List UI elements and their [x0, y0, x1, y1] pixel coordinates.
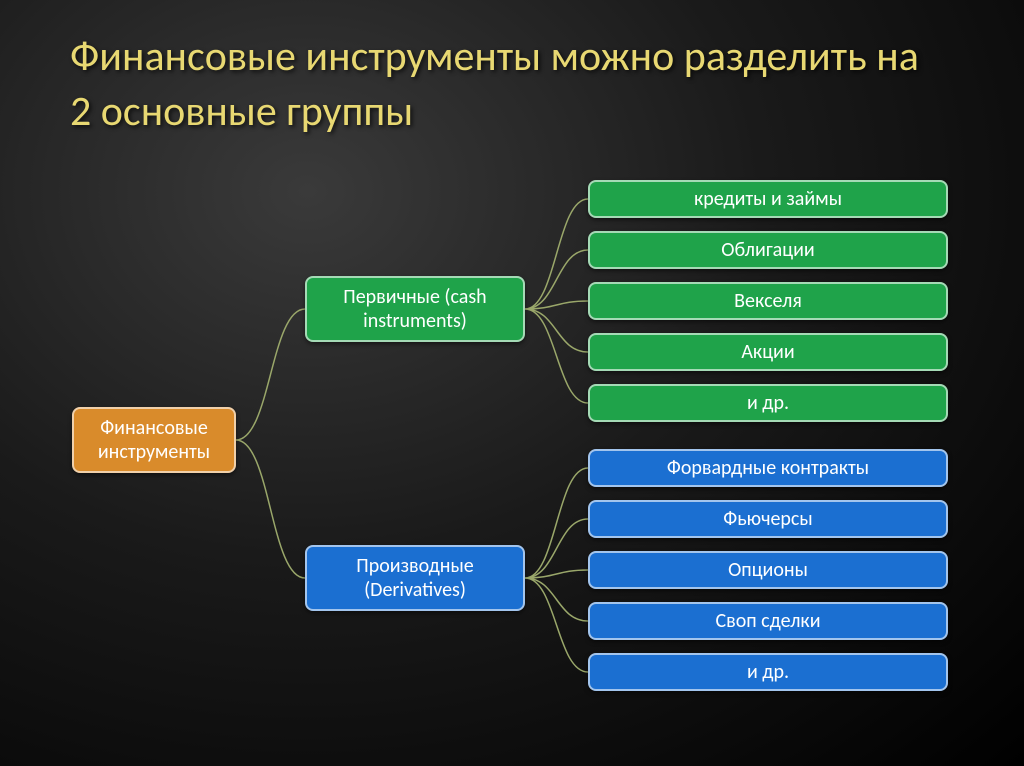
edge-primary-p1	[525, 199, 588, 309]
node-root: Финансовые инструменты	[72, 407, 236, 473]
edge-deriv-d4	[525, 578, 588, 621]
node-d4: Своп сделки	[588, 602, 948, 640]
node-p1: кредиты и займы	[588, 180, 948, 218]
node-d1: Форвардные контракты	[588, 449, 948, 487]
node-p5: и др.	[588, 384, 948, 422]
edge-primary-p2	[525, 250, 588, 309]
edge-primary-p5	[525, 309, 588, 403]
edge-deriv-d1	[525, 468, 588, 578]
node-p3: Векселя	[588, 282, 948, 320]
edge-deriv-d2	[525, 519, 588, 578]
edge-deriv-d3	[525, 570, 588, 578]
edge-primary-p4	[525, 309, 588, 352]
edge-primary-p3	[525, 301, 588, 309]
edge-root-deriv	[236, 440, 305, 578]
node-deriv: Производные (Derivatives)	[305, 545, 525, 611]
node-d2: Фьючерсы	[588, 500, 948, 538]
node-d5: и др.	[588, 653, 948, 691]
node-p4: Акции	[588, 333, 948, 371]
slide-title: Финансовые инструменты можно разделить н…	[70, 30, 920, 139]
node-d3: Опционы	[588, 551, 948, 589]
edge-root-primary	[236, 309, 305, 440]
edge-deriv-d5	[525, 578, 588, 672]
node-p2: Облигации	[588, 231, 948, 269]
node-primary: Первичные (cash instruments)	[305, 276, 525, 342]
